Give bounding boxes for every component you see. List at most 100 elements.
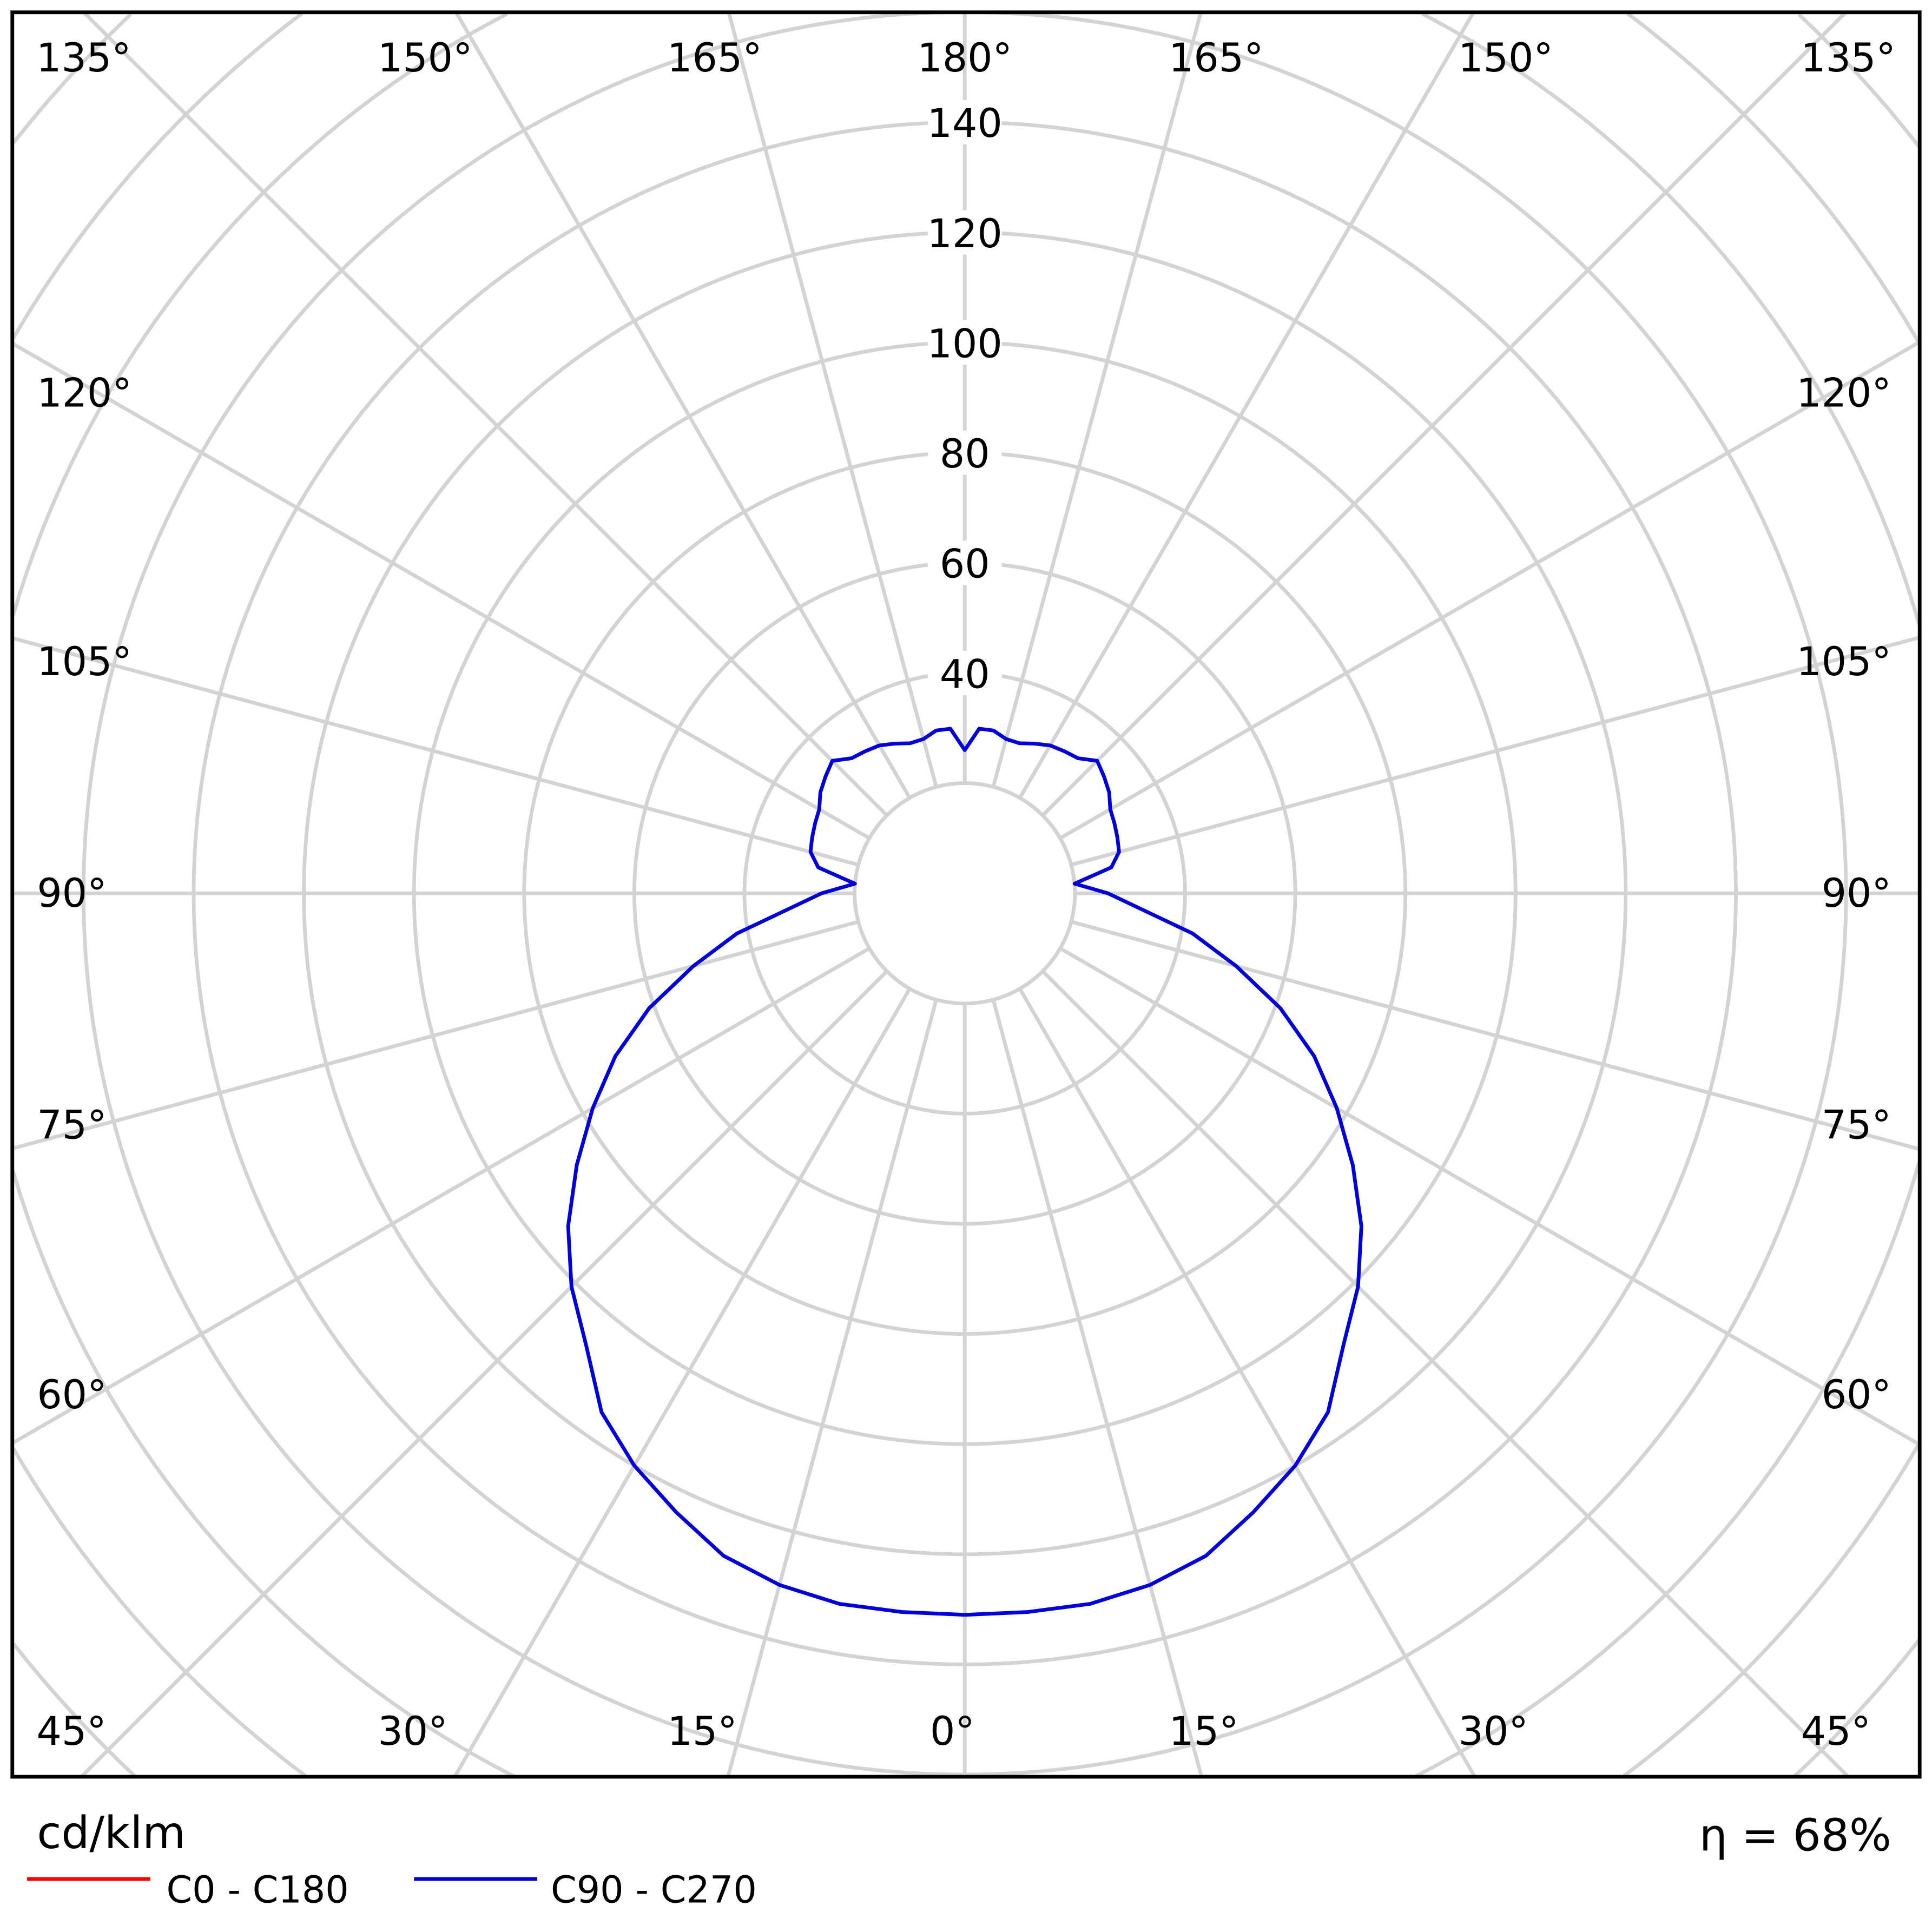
spoke-line <box>726 999 938 1777</box>
spoke-line <box>727 11 938 788</box>
spoke-line <box>1018 11 1475 799</box>
spoke-line <box>991 11 1203 788</box>
data-point <box>1096 760 1098 762</box>
data-point <box>1336 1107 1338 1109</box>
angle-label-top: 150° <box>1458 35 1553 81</box>
data-point <box>1005 738 1007 740</box>
angle-label-left: 90° <box>37 871 107 916</box>
spoke-line <box>1018 987 1476 1778</box>
plot-frame <box>10 10 1922 1779</box>
legend: C0 - C180 C90 - C270 <box>27 1869 757 1911</box>
spoke-line <box>1041 11 1847 817</box>
data-point <box>1064 750 1065 752</box>
data-point <box>1280 1007 1281 1009</box>
spoke-line <box>1059 340 1921 840</box>
spoke-line <box>11 946 871 1445</box>
radial-tick-label: 100 <box>927 321 1003 367</box>
unit-label: cd/klm <box>37 1808 186 1859</box>
angle-label-bottom: 30° <box>378 1709 447 1755</box>
angle-label-right: 75° <box>1822 1102 1891 1148</box>
data-point <box>1089 1603 1091 1605</box>
efficiency-label: η = 68% <box>1699 1810 1891 1862</box>
angle-label-right: 90° <box>1822 871 1891 916</box>
spoke-line <box>991 999 1204 1777</box>
radial-label-bg <box>927 650 1002 695</box>
data-point <box>964 749 966 751</box>
data-point <box>993 730 994 731</box>
angle-label-top: 165° <box>667 35 762 81</box>
spoke-line <box>11 341 871 840</box>
data-point <box>1252 1512 1254 1513</box>
spoke-line <box>80 970 888 1778</box>
data-point <box>1192 933 1194 934</box>
ring-80 <box>522 451 1408 1336</box>
data-point <box>1294 1465 1296 1467</box>
radial-label-bg <box>927 100 1002 144</box>
angle-label-left: 105° <box>37 639 132 685</box>
data-point <box>1107 892 1109 894</box>
angle-label-top: 165° <box>1169 35 1264 81</box>
radial-tick-label: 40 <box>940 651 990 697</box>
spoke-line <box>1041 970 1850 1778</box>
radial-label-bg <box>927 210 1002 255</box>
data-point <box>1117 837 1118 839</box>
data-point <box>1077 757 1079 759</box>
data-point <box>1357 1286 1359 1288</box>
data-point <box>1027 1611 1028 1613</box>
curves <box>566 727 1363 1617</box>
data-point <box>1205 1555 1207 1557</box>
angle-label-bottom: 0° <box>930 1709 975 1755</box>
angle-label-bottom: 15° <box>668 1709 737 1755</box>
data-point <box>964 1614 966 1616</box>
angle-label-left: 120° <box>37 371 132 417</box>
spoke-line <box>11 636 859 867</box>
labels: 40 60 80 100 120 140 135° 150° 165° 180° 165° 150° 1… <box>36 35 1896 1755</box>
ring-160 <box>81 10 1848 1777</box>
data-point <box>1352 1164 1354 1166</box>
data-point <box>1019 742 1020 744</box>
ring-140 <box>192 120 1738 1666</box>
data-point <box>1113 822 1116 825</box>
radial-tick-label: 140 <box>927 101 1003 147</box>
angle-label-top: 150° <box>378 35 473 81</box>
ring-180 <box>11 12 1921 1778</box>
spoke-line <box>82 11 888 817</box>
angle-label-bottom: 30° <box>1459 1709 1528 1755</box>
data-point <box>1118 851 1120 853</box>
legend-label-c0: C0 - C180 <box>166 1869 348 1911</box>
spoke-line <box>454 11 912 799</box>
angle-label-top: 180° <box>917 35 1012 81</box>
ring-20 <box>853 781 1077 1006</box>
data-point <box>1109 808 1111 810</box>
spoke-line <box>453 987 912 1778</box>
data-point <box>1235 965 1237 967</box>
ring-100 <box>412 340 1518 1446</box>
data-point <box>978 728 980 730</box>
data-point <box>1034 743 1036 744</box>
data-point <box>1049 744 1051 746</box>
spoke-line <box>11 920 859 1151</box>
data-point <box>1103 776 1105 777</box>
angle-label-bottom: 45° <box>1801 1709 1871 1755</box>
radial-label-bg <box>927 320 1002 365</box>
angle-label-top: 135° <box>1801 35 1896 81</box>
legend-label-c90: C90 - C270 <box>551 1869 757 1911</box>
data-point <box>1139 908 1141 909</box>
data-point <box>1343 1344 1344 1346</box>
radial-tick-label: 80 <box>940 431 990 477</box>
data-point <box>1073 883 1076 885</box>
ring-40 <box>742 671 1187 1116</box>
angle-label-right: 120° <box>1796 371 1891 417</box>
angle-label-left: 60° <box>37 1372 107 1418</box>
data-point <box>1108 792 1110 793</box>
data-point <box>1149 1584 1151 1586</box>
angle-label-top: 135° <box>36 35 131 81</box>
angle-label-right: 105° <box>1796 639 1891 685</box>
ring-220 <box>11 13 1921 1777</box>
radial-label-bg <box>927 430 1002 475</box>
data-point <box>1327 1411 1329 1413</box>
ring-200 <box>11 12 1921 1778</box>
angle-label-left: 75° <box>37 1102 107 1148</box>
angle-label-bottom: 15° <box>1169 1709 1238 1755</box>
